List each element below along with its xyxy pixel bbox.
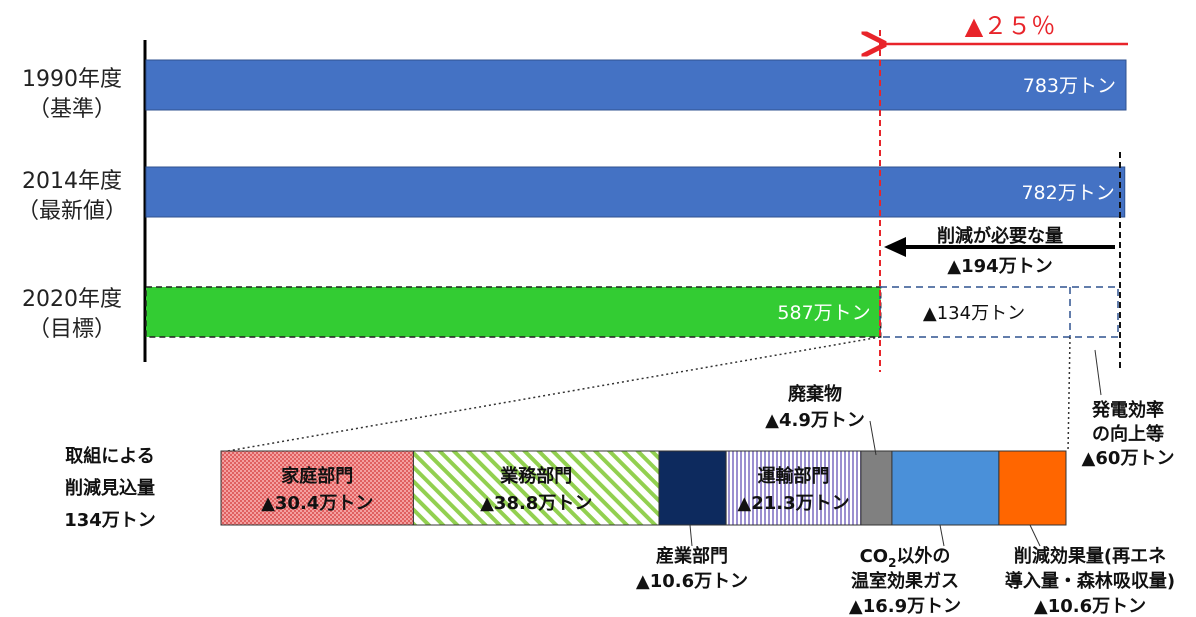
breakdown-segment-2	[658, 450, 727, 526]
tick-label-2020: 2020年度	[22, 287, 122, 312]
renew-leader	[1029, 524, 1041, 547]
tick-sub-2014: （最新値）	[17, 199, 127, 224]
breakdown-segment-1	[412, 450, 660, 526]
breakdown-bar: 家庭部門 ▲30.4万トン 業務部門 ▲38.8万トン 運輸部門 ▲21.3万トン	[220, 450, 1067, 526]
industry-leader	[689, 524, 693, 547]
breakdown-value-1: ▲38.8万トン	[480, 493, 592, 514]
required-arrow-head	[884, 237, 906, 257]
required-value-label: ▲194万トン	[947, 256, 1052, 277]
efficiency-label-line3: ▲60万トン	[1082, 448, 1175, 469]
efficiency-label-line1: 発電効率	[1091, 399, 1164, 421]
industry-label-line2: ▲10.6万トン	[636, 571, 748, 592]
breakdown-name-1: 業務部門	[499, 465, 572, 487]
breakdown-segment-5	[891, 450, 1000, 526]
ghg-label-line1: CO2以外の	[860, 545, 951, 570]
breakdown-title-line1: 取組による	[65, 445, 154, 467]
breakdown-name-0: 家庭部門	[281, 465, 353, 487]
tick-label-2014: 2014年度	[22, 169, 122, 194]
target-remaining-label: ▲134万トン	[923, 303, 1025, 324]
ghg-rest: 以外の	[896, 545, 950, 567]
bar-value-2020: 587万トン	[777, 302, 870, 324]
bar-value-2014: 782万トン	[1021, 182, 1114, 204]
breakdown-value-0: ▲30.4万トン	[261, 493, 373, 514]
breakdown-segment-3	[725, 450, 862, 526]
ghg-label-line2: 温室効果ガス	[851, 570, 959, 592]
required-label: 削減が必要な量	[937, 225, 1063, 247]
breakdown-name-3: 運輸部門	[758, 465, 830, 487]
waste-label-line1: 廃棄物	[788, 383, 842, 405]
ghg-co: CO	[860, 546, 889, 567]
bar-1990	[145, 59, 1127, 111]
bar-2020	[145, 286, 882, 338]
renew-label-line3: ▲10.6万トン	[1034, 596, 1146, 617]
breakdown-title-line2: 削減見込量	[65, 477, 155, 499]
industry-label-line1: 産業部門	[656, 545, 728, 567]
connector-right	[1067, 336, 1071, 453]
ghg-sub2: 2	[888, 556, 896, 570]
tick-label-1990: 1990年度	[22, 67, 122, 92]
waste-label-line2: ▲4.9万トン	[765, 410, 865, 431]
efficiency-leader	[1094, 349, 1102, 396]
efficiency-label-line2: の向上等	[1092, 423, 1164, 445]
waste-leader	[869, 420, 877, 456]
tick-sub-2020: （目標）	[28, 317, 116, 342]
reduction-pct-label: ▲２５％	[965, 12, 1055, 40]
ghg-label-line3: ▲16.9万トン	[849, 596, 961, 617]
breakdown-title-line3: 134万トン	[64, 510, 156, 531]
connector-left	[221, 336, 881, 453]
breakdown-value-3: ▲21.3万トン	[737, 493, 849, 514]
breakdown-segment-4	[860, 450, 893, 526]
bar-2014	[145, 166, 1126, 218]
renew-label-line1: 削減効果量(再エネ	[1014, 545, 1166, 567]
ghg-leader	[939, 524, 945, 547]
bar-value-1990: 783万トン	[1023, 75, 1116, 97]
tick-sub-1990: （基準）	[28, 97, 116, 122]
renew-label-line2: 導入量・森林吸収量)	[1005, 570, 1175, 592]
breakdown-segment-0	[220, 450, 414, 526]
breakdown-segment-6	[998, 450, 1067, 526]
